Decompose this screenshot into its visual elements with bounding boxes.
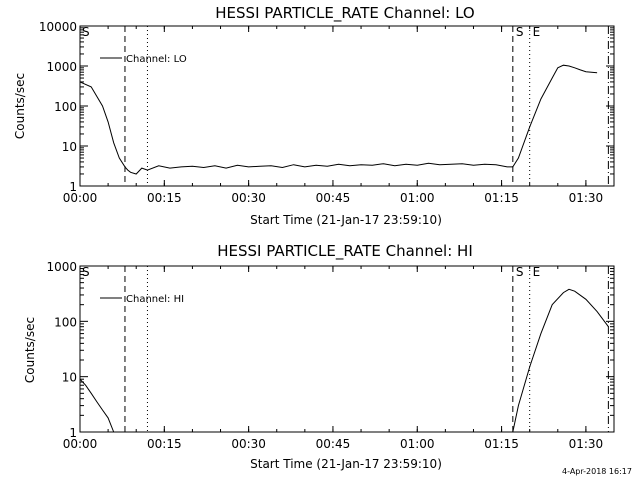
generation-timestamp: 4-Apr-2018 16:17 [562, 467, 632, 476]
legend-entry: Channel: HI [126, 294, 184, 305]
y-tick-label: 1 [69, 180, 77, 194]
axis-ticks: 00:00 00:15 00:30 00:45 01:00 01:15 01:30 1 10 10… [39, 20, 615, 205]
y-tick-label: 1000 [46, 60, 77, 74]
x-tick-label: 01:15 [484, 191, 519, 205]
y-tick-label: 10000 [39, 20, 77, 34]
x-tick-label: 01:30 [569, 437, 604, 451]
series-group [79, 288, 609, 433]
marker-label: S [82, 25, 90, 39]
y-axis-label: Counts/sec [23, 317, 37, 383]
panel-lo: HESSI PARTICLE_RATE Channel: LO Counts/s… [13, 4, 615, 227]
x-tick-label: 00:45 [316, 437, 351, 451]
x-tick-label: 01:00 [400, 191, 435, 205]
x-tick-label: 00:45 [316, 191, 351, 205]
x-tick-label: 00:15 [147, 437, 182, 451]
y-tick-label: 10 [62, 371, 77, 385]
series-line [79, 64, 598, 175]
x-tick-label: 00:30 [231, 191, 266, 205]
axis-ticks: 00:00 00:15 00:30 00:45 01:00 01:15 01:30 1 10 10… [46, 260, 615, 451]
x-axis-label: Start Time (21-Jan-17 23:59:10) [250, 457, 442, 471]
plot-frame [79, 265, 615, 433]
y-tick-label: 100 [54, 315, 77, 329]
legend-entry: Channel: LO [126, 54, 187, 65]
legend: Channel: HI [100, 294, 184, 305]
marker-label: S [516, 265, 524, 279]
x-axis-label: Start Time (21-Jan-17 23:59:10) [250, 213, 442, 227]
y-axis-label: Counts/sec [13, 73, 27, 139]
chart-title: HESSI PARTICLE_RATE Channel: HI [217, 242, 473, 261]
plot-frame [79, 25, 615, 187]
y-tick-label: 100 [54, 100, 77, 114]
series-line [512, 288, 609, 433]
legend: Channel: LO [100, 54, 187, 65]
chart-title: HESSI PARTICLE_RATE Channel: LO [215, 4, 474, 23]
y-tick-label: 1000 [46, 260, 77, 274]
x-tick-label: 00:15 [147, 191, 182, 205]
series-line [79, 378, 115, 433]
y-tick-label: 1 [69, 426, 77, 440]
marker-label: S [82, 265, 90, 279]
x-tick-label: 01:30 [569, 191, 604, 205]
marker-label: E [533, 265, 541, 279]
y-tick-label: 10 [62, 140, 77, 154]
x-tick-label: 00:30 [231, 437, 266, 451]
series-group [79, 64, 598, 175]
x-tick-label: 01:00 [400, 437, 435, 451]
marker-label: S [516, 25, 524, 39]
x-tick-label: 01:15 [484, 437, 519, 451]
marker-label: E [533, 25, 541, 39]
panel-hi: HESSI PARTICLE_RATE Channel: HI Counts/s… [23, 242, 615, 471]
x-tick-label: 00:00 [63, 437, 98, 451]
x-tick-label: 00:00 [63, 191, 98, 205]
